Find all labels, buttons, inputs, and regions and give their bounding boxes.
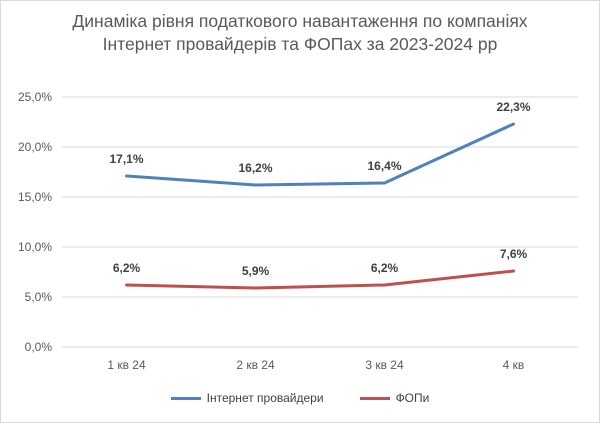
data-label: 7,6% [500,247,528,261]
x-tick-label: 1 кв 24 [107,358,146,372]
y-tick-label: 10,0% [18,240,52,254]
y-tick-label: 25,0% [18,90,52,104]
data-label: 17,1% [109,152,143,166]
y-tick-label: 20,0% [18,140,52,154]
data-label: 16,4% [367,159,401,173]
data-label: 6,2% [113,261,141,275]
legend-label-fop: ФОПи [395,391,430,405]
x-tick-label: 4 кв [503,358,525,372]
y-tick-label: 0,0% [25,340,53,354]
chart-legend: Інтернет провайдери ФОПи [0,391,600,405]
chart-title: Динаміка рівня податкового навантаження … [72,11,528,54]
legend-label-internet-providers: Інтернет провайдери [206,391,324,405]
data-label: 6,2% [371,261,399,275]
y-tick-label: 15,0% [18,190,52,204]
legend-item-internet-providers: Інтернет провайдери [170,391,324,405]
x-tick-label: 3 кв 24 [365,358,404,372]
legend-item-fop: ФОПи [359,391,430,405]
y-tick-label: 5,0% [25,290,53,304]
series-line-fop [125,269,515,290]
data-label: 5,9% [242,264,270,278]
x-tick-label: 2 кв 24 [236,358,275,372]
series-line-internet-providers [125,122,515,187]
data-label: 22,3% [496,100,530,114]
data-label: 16,2% [238,161,272,175]
legend-swatch-internet-providers [170,396,201,400]
legend-swatch-fop [359,396,390,400]
